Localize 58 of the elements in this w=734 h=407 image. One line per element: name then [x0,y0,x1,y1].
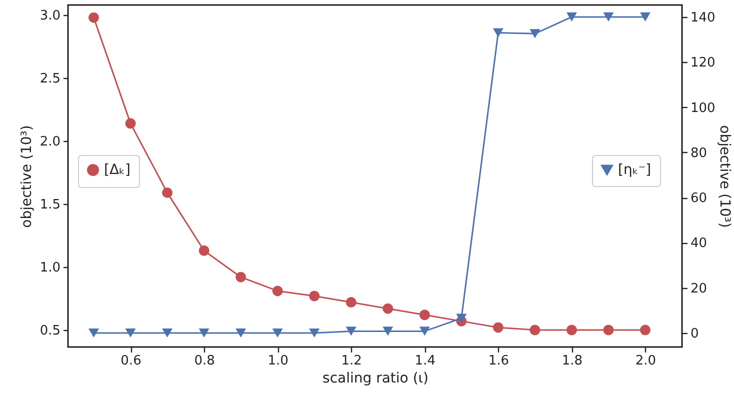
point [88,12,99,23]
y2-tick-label: 0 [690,326,699,342]
x-tick-label: 1.6 [488,354,510,368]
point [346,326,356,336]
point [530,324,540,336]
point [162,328,173,338]
legend-label: [Δₖ] [104,162,130,178]
point [382,326,394,336]
x-axis-title: scaling ratio (ι) [322,370,428,386]
y2-tick-label: 120 [690,56,716,71]
x-tick-label: 1.0 [268,354,288,368]
point [272,286,283,296]
point [198,245,210,256]
point [382,303,394,314]
y2-tick-label: 140 [690,10,716,26]
x-tick-label: 2.0 [635,354,656,368]
y2-tick-label: 40 [690,236,708,252]
point [640,324,650,336]
point [419,310,430,320]
point [88,328,99,338]
point [603,12,614,22]
point [603,324,614,336]
y2-tick-label: 100 [690,100,716,116]
y-tick-label: 1.5 [40,198,60,213]
y-tick-label: 1.0 [40,260,60,276]
point [236,328,246,338]
y-tick-label: 2.0 [40,134,60,150]
point [492,322,504,333]
point [162,187,173,198]
y2-tick-label: 20 [690,281,708,296]
x-tick-label: 1.8 [562,354,583,368]
point [492,28,504,38]
y2-tick-label: 60 [690,191,708,206]
y2-axis-title: objective (10³) [716,125,732,228]
y2-tick-label: 80 [690,146,708,161]
x-tick-label: 1.2 [341,354,362,368]
point [272,328,283,338]
point [125,118,136,129]
point [309,290,320,302]
x-tick-label: 0.6 [120,354,142,368]
point [530,29,540,38]
x-tick-label: 1.4 [414,354,436,368]
point [125,328,136,338]
point [419,326,430,336]
legend-label: [ηₖ⁻] [618,162,652,178]
point [566,324,577,336]
point [456,314,467,323]
point [198,328,210,338]
point [566,12,577,22]
y-tick-label: 0.5 [40,323,60,338]
x-tick-label: 0.8 [194,354,215,368]
point [236,272,246,282]
point [309,328,320,338]
y-tick-label: 2.5 [40,72,60,87]
point [640,12,650,22]
y-axis-title: objective (10³) [18,125,35,228]
point [346,297,356,308]
y-tick-label: 3.0 [40,8,60,24]
